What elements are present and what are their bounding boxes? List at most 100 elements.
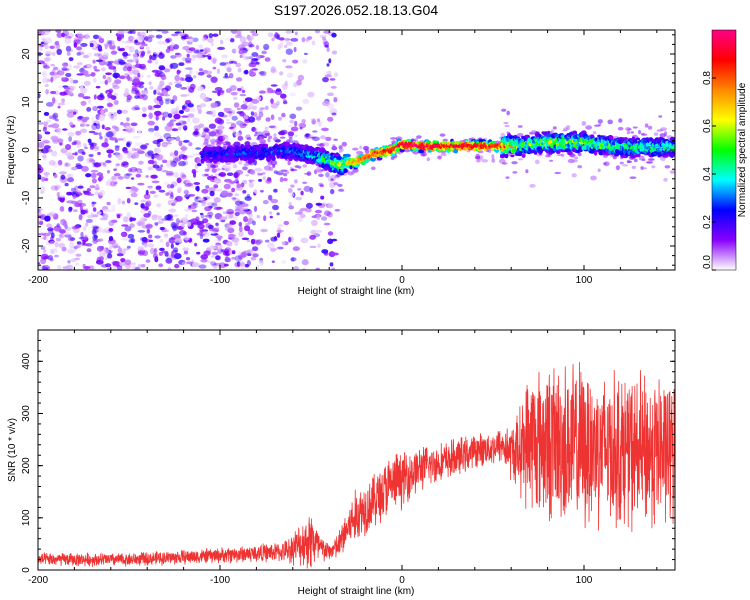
noise-speckle <box>60 148 68 154</box>
noise-speckle <box>114 145 120 151</box>
noise-speckle <box>226 211 235 215</box>
noise-speckle <box>105 131 114 138</box>
noise-speckle <box>290 191 294 198</box>
noise-speckle <box>276 100 280 106</box>
noise-speckle <box>132 127 135 134</box>
noise-speckle <box>232 215 239 220</box>
ridge-halo-speckle <box>633 158 638 163</box>
snr-x-ticks: -200 -100 0 100 <box>28 330 658 586</box>
noise-speckle <box>151 153 155 160</box>
noise-speckle <box>253 205 258 212</box>
ridge-halo-speckle <box>612 155 617 160</box>
noise-speckle <box>137 230 146 233</box>
noise-speckle <box>139 216 145 223</box>
noise-speckle <box>237 261 241 267</box>
noise-speckle <box>193 75 197 79</box>
ridge-halo-speckle <box>216 140 224 145</box>
noise-speckle <box>148 234 153 239</box>
noise-speckle <box>115 213 123 217</box>
noise-speckle <box>238 231 244 237</box>
noise-speckle <box>57 105 61 109</box>
noise-speckle <box>68 136 72 142</box>
noise-speckle <box>160 164 164 168</box>
noise-speckle <box>331 267 336 270</box>
noise-speckle <box>241 53 245 59</box>
noise-speckle <box>246 239 250 243</box>
noise-speckle <box>174 238 183 243</box>
noise-speckle <box>139 66 145 69</box>
noise-speckle <box>328 58 332 64</box>
noise-speckle <box>76 190 81 195</box>
noise-speckle <box>109 209 115 213</box>
noise-speckle <box>56 223 60 228</box>
noise-speckle <box>42 126 47 132</box>
noise-speckle <box>239 262 246 269</box>
noise-speckle <box>116 265 123 270</box>
noise-speckle <box>52 97 56 104</box>
ridge-halo-speckle <box>318 173 324 177</box>
noise-speckle <box>70 187 77 192</box>
noise-speckle <box>85 243 93 247</box>
noise-speckle <box>166 184 172 189</box>
noise-speckle <box>81 117 88 123</box>
noise-speckle <box>147 34 155 39</box>
noise-speckle <box>145 175 149 178</box>
noise-speckle <box>169 199 178 203</box>
noise-speckle <box>67 131 75 137</box>
noise-speckle <box>108 88 114 94</box>
ridge-cell <box>556 150 561 154</box>
noise-speckle <box>188 38 194 43</box>
noise-speckle <box>173 44 179 50</box>
noise-speckle <box>83 190 91 196</box>
noise-speckle <box>222 135 229 142</box>
ridge-cell <box>636 153 641 157</box>
noise-speckle <box>108 228 114 232</box>
noise-speckle <box>186 93 190 97</box>
noise-speckle <box>271 37 275 42</box>
ridge-halo-speckle <box>213 132 221 137</box>
noise-speckle <box>112 85 120 90</box>
ridge-halo-speckle <box>412 151 419 155</box>
noise-speckle <box>104 249 109 255</box>
noise-speckle <box>195 216 200 221</box>
ridge-cell <box>364 158 371 162</box>
noise-speckle <box>153 248 157 255</box>
noise-speckle <box>321 127 329 132</box>
noise-speckle <box>329 262 334 267</box>
noise-speckle <box>95 123 101 130</box>
noise-speckle <box>212 58 217 65</box>
noise-speckle <box>137 250 145 256</box>
noise-speckle <box>185 36 193 40</box>
noise-speckle <box>295 106 303 111</box>
noise-speckle <box>238 160 243 165</box>
ridge-halo-speckle <box>211 168 217 173</box>
ridge-halo-speckle <box>279 136 286 139</box>
noise-speckle <box>107 153 112 159</box>
noise-speckle <box>65 144 72 150</box>
noise-speckle <box>83 190 89 194</box>
noise-speckle <box>42 158 47 161</box>
noise-speckle <box>132 53 138 58</box>
ridge-halo-speckle <box>273 170 278 174</box>
noise-speckle <box>294 31 298 36</box>
noise-speckle <box>330 188 335 195</box>
ridge-halo-speckle <box>221 167 225 171</box>
ridge-halo-speckle <box>638 155 645 161</box>
noise-speckle <box>193 182 201 185</box>
noise-speckle <box>148 112 153 119</box>
noise-speckle <box>250 30 256 34</box>
noise-speckle <box>215 255 221 261</box>
noise-speckle <box>117 247 123 254</box>
noise-speckle <box>38 133 43 141</box>
ridge-cell <box>672 153 675 157</box>
snr-frame <box>37 329 676 571</box>
noise-speckle <box>192 54 197 59</box>
noise-speckle <box>50 232 55 239</box>
noise-speckle <box>117 58 123 63</box>
noise-speckle <box>91 201 97 205</box>
noise-speckle <box>38 93 41 99</box>
noise-speckle <box>54 186 59 191</box>
noise-speckle <box>214 87 223 91</box>
noise-speckle <box>199 92 207 100</box>
noise-speckle <box>137 72 141 78</box>
